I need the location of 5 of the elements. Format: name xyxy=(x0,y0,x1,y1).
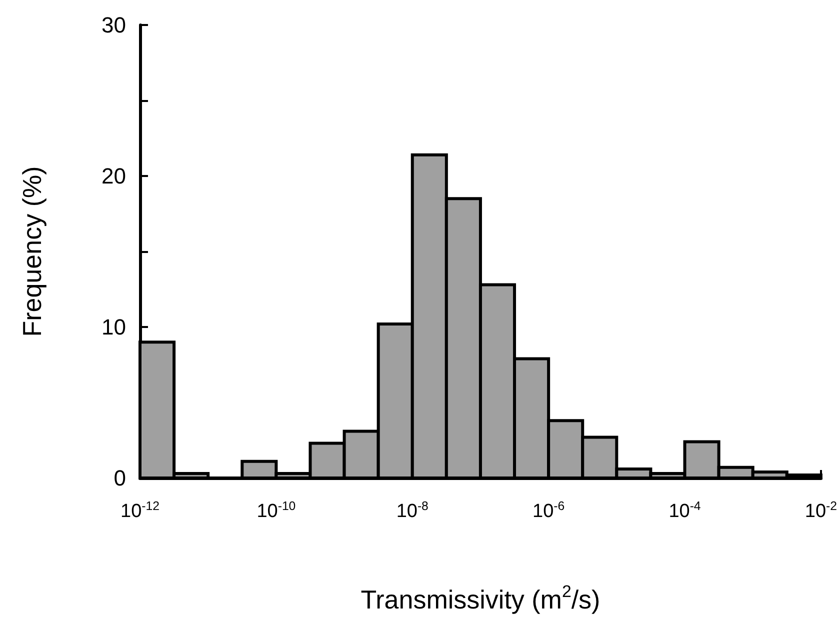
y-tick-label: 30 xyxy=(102,12,126,38)
y-tick-label: 10 xyxy=(102,314,126,340)
y-tick-label: 20 xyxy=(102,164,126,188)
y-axis-title: Frequency (%) xyxy=(17,166,47,337)
y-tick-label: 0 xyxy=(114,466,126,490)
